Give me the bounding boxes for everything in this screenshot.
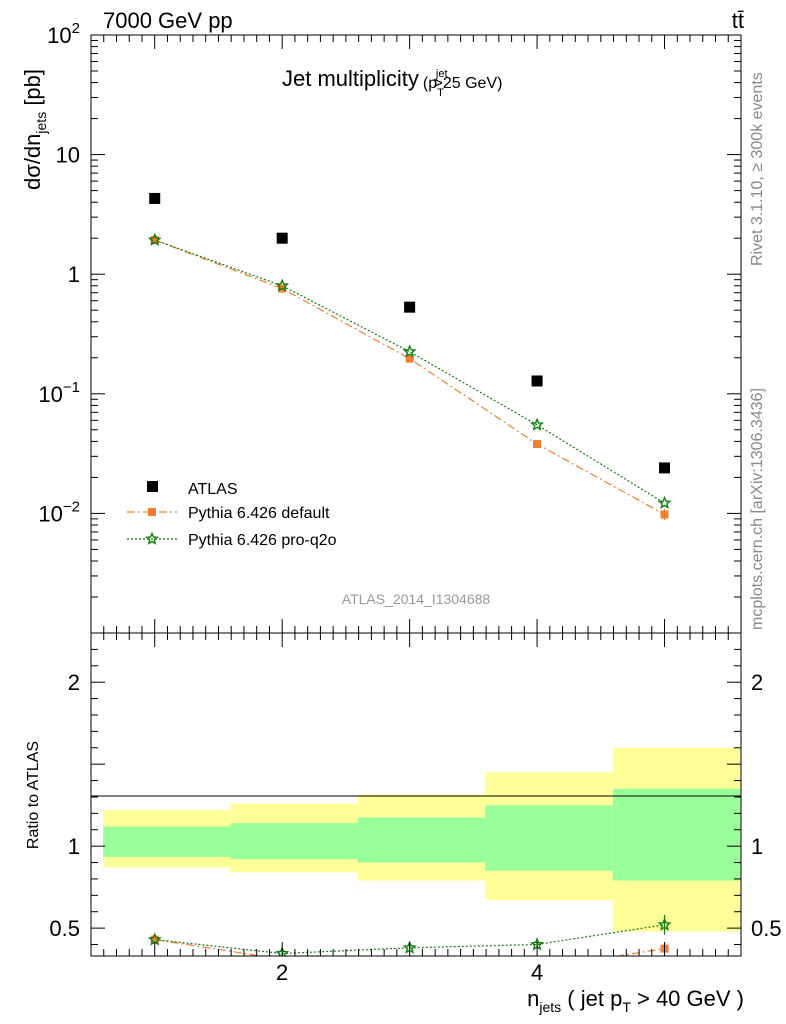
rivet-label: Rivet 3.1.10, ≥ 300k events (749, 72, 766, 266)
ratio-point-pythia-proq2o (657, 917, 672, 931)
main-series-lines (154, 239, 666, 521)
legend-marker-atlas (147, 481, 158, 492)
ratio-axis-ticks (91, 632, 741, 956)
ratio-y-axis-label: Ratio to ATLAS (25, 741, 42, 849)
main-panel: 102 10 1 10−1 10−2 Jet multiplicity (pTjet >25… (20, 20, 742, 634)
ratio-y-tick-label: 1 (68, 834, 80, 859)
ratio-frame (90, 632, 742, 957)
ratio-y-tick-label-right: 2 (751, 670, 763, 695)
main-point-pythia-default (533, 440, 542, 449)
legend: ATLAS Pythia 6.426 default Pythia 6.426 … (127, 481, 337, 549)
main-point-pythia-default (660, 510, 669, 519)
main-point-pythia-proq2o (657, 495, 672, 510)
ratio-band-inner (485, 805, 613, 871)
header-energy: 7000 GeV pp (103, 8, 233, 33)
main-point-atlas (659, 462, 671, 474)
ratio-x-tick-label: 4 (531, 960, 543, 985)
ratio-line-pythia-proq2o (154, 924, 665, 955)
header-process: tt̄ (732, 8, 744, 33)
main-line-pythia-default (154, 239, 665, 515)
main-y-tick-label: 1 (68, 262, 80, 287)
ratio-y-tick-label-right: 1 (751, 834, 763, 859)
ratio-band-inner (230, 823, 358, 860)
ratio-line-pythia-default (154, 939, 665, 956)
ratio-point-pythia-proq2o (275, 946, 290, 956)
ratio-point-pythia-default (406, 960, 414, 968)
main-point-pythia-proq2o (147, 232, 162, 247)
main-y-tick-label: 102 (47, 20, 80, 48)
legend-marker-default (148, 508, 156, 516)
main-point-pythia-default (405, 354, 414, 363)
main-point-atlas (149, 192, 161, 204)
ratio-y-tick-label: 2 (68, 670, 80, 695)
main-point-atlas (276, 232, 288, 244)
main-line-pythia-proq2o (154, 239, 665, 504)
x-axis-label: njets ( jet pT > 40 GeV ) (527, 986, 744, 1015)
ratio-y-tick-labels: 2 2 1 1 0.5 0.5 (49, 670, 781, 941)
main-y-tick-label: 10 (56, 143, 80, 168)
main-y-tick-label: 10−2 (38, 498, 80, 526)
ratio-band-inner (103, 826, 231, 857)
main-point-pythia-default (150, 236, 159, 245)
main-point-pythia-proq2o (275, 278, 290, 292)
legend-label-atlas: ATLAS (188, 481, 238, 498)
main-series-points (147, 192, 672, 519)
ratio-y-tick-label-right: 0.5 (751, 916, 782, 941)
main-y-tick-label: 10−1 (38, 379, 80, 407)
main-point-atlas (404, 301, 416, 313)
ratio-band-inner (357, 817, 486, 863)
mcplots-label: mcplots.cern.ch [arXiv:1306.3436] (749, 388, 766, 630)
main-point-pythia-proq2o (402, 344, 417, 358)
legend-marker-proq2o (145, 531, 159, 545)
ratio-x-tick-label: 2 (276, 960, 288, 985)
main-y-axis-label: dσ/dnjets [pb] (20, 69, 49, 190)
ratio-point-pythia-default (150, 935, 159, 944)
main-y-tick-labels: 102 10 1 10−1 10−2 (38, 20, 80, 526)
plot-title: Jet multiplicity (pTjet >25 GeV) (282, 66, 502, 99)
ratio-uncertainty-bands (103, 747, 741, 932)
analysis-watermark: ATLAS_2014_I1304688 (342, 591, 491, 607)
ratio-y-tick-label: 0.5 (49, 916, 80, 941)
legend-star-shape (145, 531, 159, 545)
legend-label-default: Pythia 6.426 default (188, 505, 330, 522)
legend-label-proq2o: Pythia 6.426 pro-q2o (188, 532, 337, 549)
ratio-band-inner (612, 788, 741, 881)
main-point-pythia-proq2o (530, 417, 545, 431)
main-point-atlas (531, 375, 543, 387)
main-axis-ticks (91, 34, 741, 634)
